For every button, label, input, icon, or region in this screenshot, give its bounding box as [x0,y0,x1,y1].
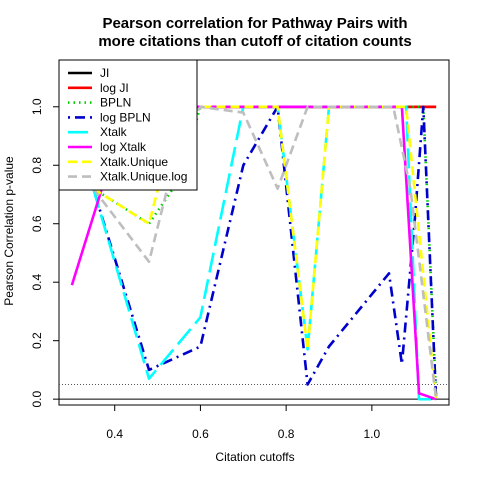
legend-entry-label: JI [100,66,109,80]
legend-entry-label: Xtalk.Unique [100,155,168,169]
legend-entry-label: log JI [100,81,129,95]
series-line-xtalk [92,105,437,401]
y-tick-label: 0.2 [30,332,44,349]
plot-frame [58,59,450,406]
legend-entry-label: BPLN [100,96,131,110]
x-axis-label: Citation cutoffs [215,450,294,464]
x-tick-label: 0.4 [106,427,123,441]
series-line-log-bpln [92,105,438,400]
x-tick-label: 0.8 [278,427,295,441]
legend-entry-label: log BPLN [100,110,151,124]
chart-title-line-2: more citations than cutoff of citation c… [98,33,411,50]
y-tick-label: 1.0 [30,98,44,115]
y-tick-label: 0.4 [30,274,44,291]
x-tick-label: 1.0 [364,427,381,441]
chart-title-line-1: Pearson correlation for Pathway Pairs wi… [102,15,407,32]
y-tick-label: 0.8 [30,157,44,174]
y-axis-label: Pearson Correlation p-value [2,156,16,306]
legend-box [58,59,198,191]
legend-entry-label: log Xtalk [100,140,147,154]
series-line-xtalk-unique-log [92,105,438,400]
y-tick-label: 0.6 [30,215,44,232]
legend-entry-label: Xtalk [100,125,128,139]
legend-entry-label: Xtalk.Unique.log [100,170,187,184]
x-tick-label: 0.6 [192,427,209,441]
y-tick-label: 0.0 [30,390,44,407]
